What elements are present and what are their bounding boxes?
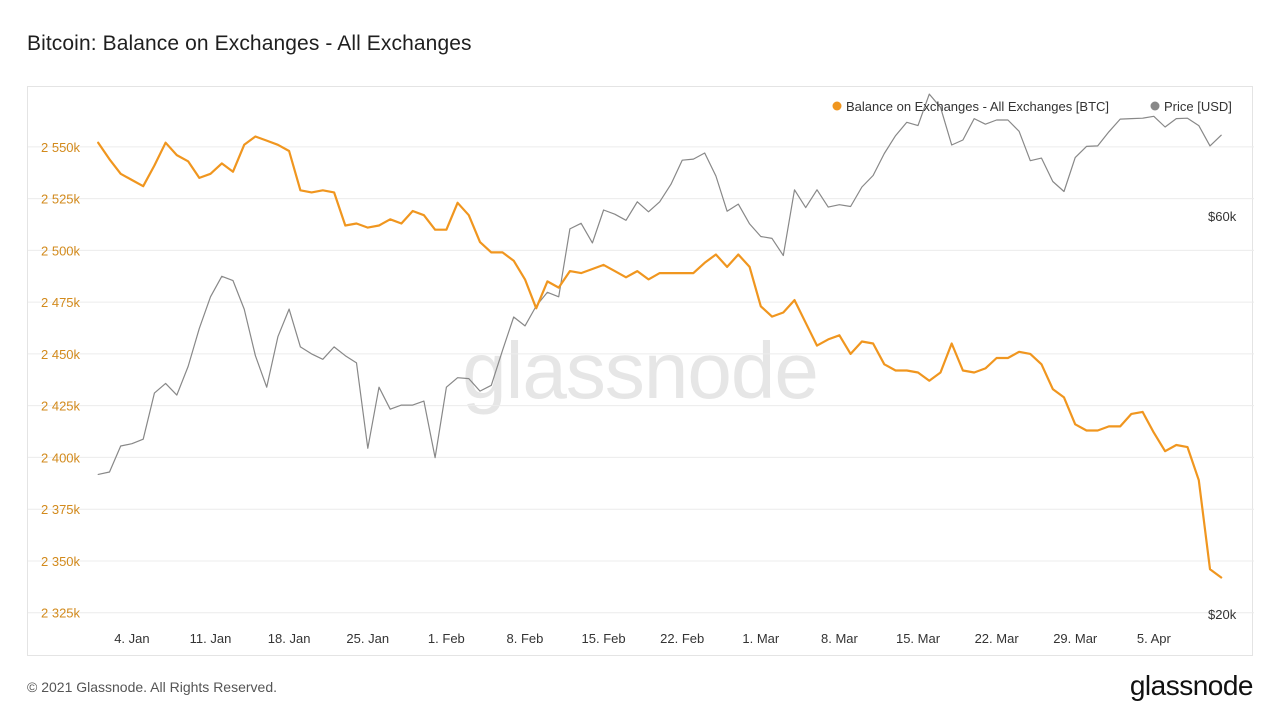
legend-label-balance: Balance on Exchanges - All Exchanges [BT…: [846, 99, 1109, 114]
left-tick-label: 2 550k: [41, 140, 81, 155]
x-tick-label: 15. Feb: [582, 631, 626, 646]
copyright-text: © 2021 Glassnode. All Rights Reserved.: [27, 679, 278, 695]
x-tick-label: 11. Jan: [190, 631, 232, 646]
legend-marker-balance: [832, 101, 842, 111]
x-tick-label: 8. Mar: [821, 631, 859, 646]
watermark-text: glassnode: [462, 326, 818, 415]
legend[interactable]: Balance on Exchanges - All Exchanges [BT…: [832, 99, 1232, 114]
x-tick-label: 29. Mar: [1053, 631, 1098, 646]
x-tick-label: 1. Feb: [428, 631, 465, 646]
left-tick-label: 2 500k: [41, 243, 81, 258]
left-tick-label: 2 425k: [41, 399, 81, 414]
brand-logo[interactable]: glassnode: [1129, 670, 1254, 701]
balance-line: [97, 135, 1223, 579]
balance-on-exchanges-chart: glassnode 2 325k 2 350k 2 375k 2 400k 2 425k…: [28, 93, 1254, 646]
legend-marker-price: [1150, 101, 1160, 111]
left-tick-label: 2 450k: [41, 347, 81, 362]
x-tick-label: 22. Feb: [660, 631, 704, 646]
x-axis: 4. Jan 11. Jan 18. Jan 25. Jan 1. Feb 8. Feb 1…: [114, 631, 1171, 646]
x-tick-label: 25. Jan: [346, 631, 389, 646]
chart-frame: glassnode 2 325k 2 350k 2 375k 2 400k 2 425k…: [27, 86, 1254, 656]
left-y-axis: 2 325k 2 350k 2 375k 2 400k 2 425k 2 450k 2 47…: [41, 140, 81, 621]
left-tick-label: 2 325k: [41, 606, 81, 621]
x-tick-label: 18. Jan: [268, 631, 311, 646]
price-series: [97, 93, 1222, 475]
left-tick-label: 2 375k: [41, 502, 81, 517]
balance-series: [97, 135, 1223, 579]
x-tick-label: 1. Mar: [742, 631, 780, 646]
price-line: [97, 93, 1222, 475]
x-tick-label: 15. Mar: [896, 631, 941, 646]
left-tick-label: 2 350k: [41, 554, 81, 569]
right-tick-label: $60k: [1208, 209, 1237, 224]
x-tick-label: 5. Apr: [1137, 631, 1172, 646]
left-tick-label: 2 525k: [41, 192, 81, 207]
grid-lines: [28, 146, 1254, 614]
page-title: Bitcoin: Balance on Exchanges - All Exch…: [27, 32, 472, 55]
right-tick-label: $20k: [1208, 607, 1237, 622]
legend-label-price: Price [USD]: [1164, 99, 1232, 114]
right-y-axis: $20k $60k: [1208, 209, 1237, 622]
x-tick-label: 22. Mar: [975, 631, 1020, 646]
x-tick-label: 4. Jan: [114, 631, 149, 646]
left-tick-label: 2 475k: [41, 295, 81, 310]
left-tick-label: 2 400k: [41, 450, 81, 465]
x-tick-label: 8. Feb: [507, 631, 544, 646]
watermark: glassnode: [462, 326, 819, 415]
